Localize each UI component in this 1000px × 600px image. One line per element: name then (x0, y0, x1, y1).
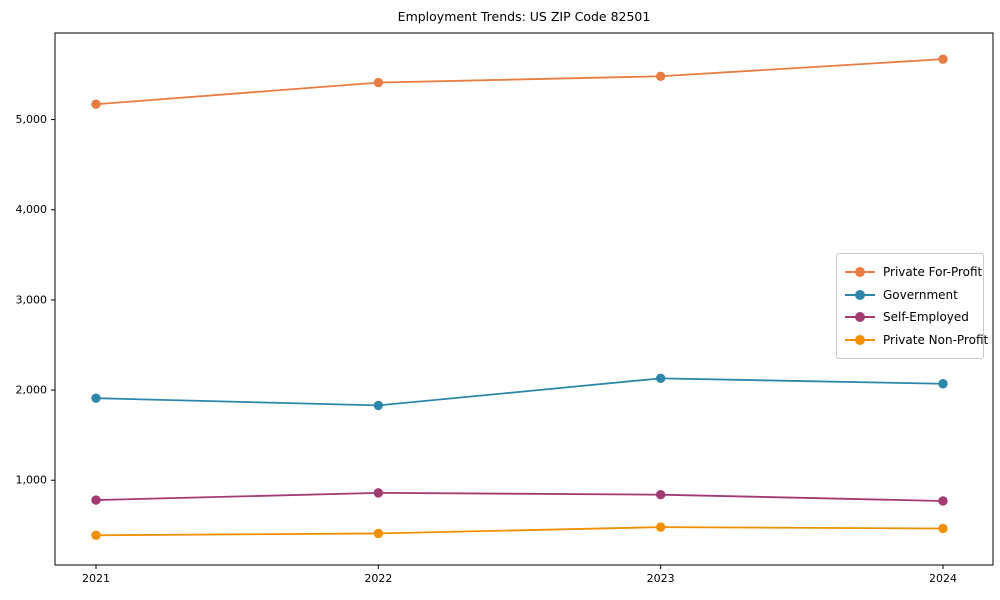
series-marker-private-non-profit (655, 522, 666, 532)
legend-item: Government (845, 284, 975, 307)
series-marker-self-employed (938, 496, 948, 506)
series-marker-private-non-profit (938, 523, 948, 534)
legend-dot (855, 289, 865, 300)
series-marker-self-employed (655, 489, 666, 500)
series-marker-self-employed (91, 495, 101, 505)
x-axis-tick-label: 2022 (364, 572, 392, 585)
legend-line-marker-icon (845, 334, 875, 345)
y-axis-tick-label: 3,000 (16, 293, 48, 306)
series-marker-private-for-profit (91, 99, 101, 109)
series-marker-private-for-profit (938, 54, 948, 64)
legend-dot (855, 312, 865, 323)
x-axis-tick-label: 2023 (647, 572, 675, 585)
series-marker-self-employed (373, 488, 384, 498)
series-line-self-employed (95, 491, 944, 502)
series-line-private-for-profit (95, 58, 944, 106)
series-line-private-non-profit (95, 526, 944, 537)
legend-line-marker-icon (845, 289, 875, 300)
y-axis-tick-label: 1,000 (16, 474, 48, 487)
y-axis-tick-label: 4,000 (16, 203, 48, 216)
x-axis-tick-label: 2021 (82, 572, 110, 585)
chart-title: Employment Trends: US ZIP Code 82501 (397, 9, 651, 24)
series-marker-private-non-profit (373, 528, 384, 539)
y-axis-tick-label: 2,000 (16, 384, 48, 397)
series-marker-government (655, 373, 666, 384)
legend-label: Self-Employed (883, 310, 969, 325)
legend-dot (855, 267, 865, 278)
series-marker-private-for-profit (655, 71, 666, 81)
series-marker-private-non-profit (91, 530, 101, 540)
chart-legend: Private For-Profit Government Self-Employe… (836, 253, 988, 359)
series-line-government (95, 377, 944, 407)
y-axis-tick-label: 5,000 (16, 113, 48, 126)
series-marker-government (91, 393, 101, 403)
legend-item: Private Non-Profit (845, 329, 988, 352)
axes-frame (54, 32, 994, 566)
series-marker-private-for-profit (373, 77, 384, 88)
legend-label: Government (883, 287, 958, 302)
series-marker-government (938, 379, 948, 389)
legend-line-marker-icon (845, 267, 875, 278)
series-marker-government (373, 400, 384, 411)
legend-label: Private Non-Profit (883, 332, 989, 347)
legend-item: Self-Employed (845, 306, 975, 329)
legend-line-marker-icon (845, 312, 875, 323)
x-axis-tick-label: 2024 (929, 572, 957, 585)
legend-item: Private For-Profit (845, 261, 982, 284)
legend-label: Private For-Profit (883, 265, 983, 280)
legend-dot (855, 334, 865, 345)
